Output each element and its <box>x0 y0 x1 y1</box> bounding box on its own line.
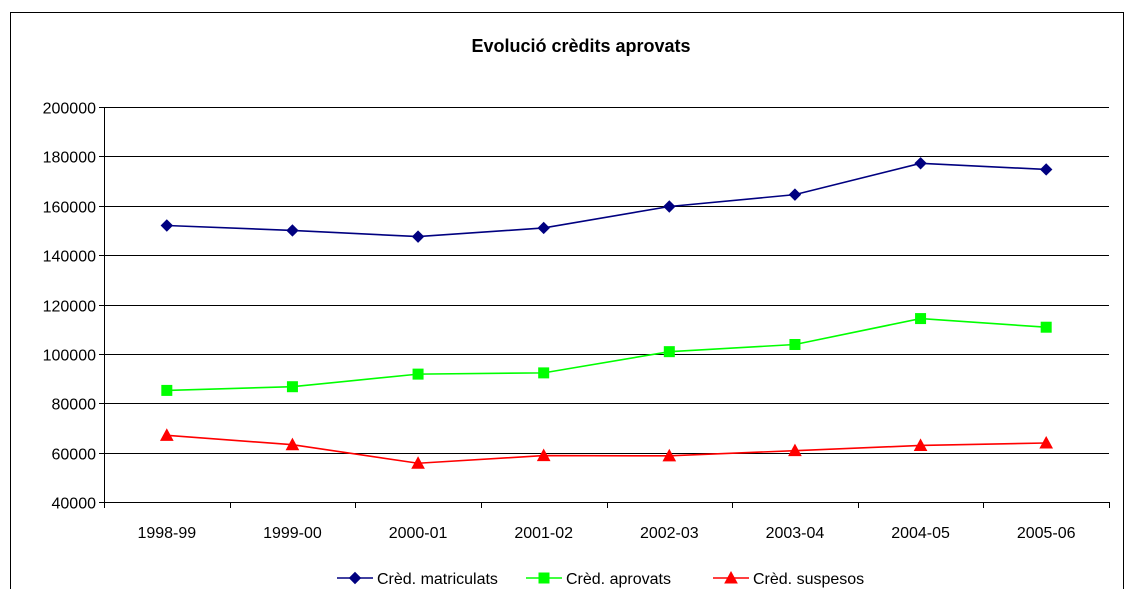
legend-label: Crèd. aprovats <box>566 571 671 588</box>
data-point <box>537 221 550 235</box>
data-point <box>788 443 802 457</box>
data-point <box>663 200 676 213</box>
series-2 <box>161 313 1052 396</box>
x-tick-label: 2002-03 <box>640 525 699 542</box>
y-tick-label: 160000 <box>43 200 96 217</box>
legend-marker <box>724 570 738 584</box>
data-point <box>915 313 927 325</box>
series-3 <box>159 428 1054 469</box>
legend: Crèd. matriculats Crèd. aprovats Crèd. sus… <box>337 570 864 588</box>
series-1 <box>160 157 1053 243</box>
data-point <box>160 219 174 232</box>
data-point <box>1039 435 1054 449</box>
chart-border <box>10 12 1124 589</box>
data-point <box>285 437 300 451</box>
x-tick-label: 2000-01 <box>389 525 448 542</box>
series-line <box>166 162 1047 238</box>
y-tick-label: 60000 <box>52 447 97 464</box>
data-point <box>663 346 675 358</box>
data-point <box>662 448 677 462</box>
data-point <box>411 230 425 243</box>
data-point <box>788 188 802 201</box>
data-point <box>1039 163 1053 176</box>
x-tick-label: 2001-02 <box>514 525 573 542</box>
legend-marker <box>348 571 362 585</box>
x-tick-label: 2005-06 <box>1017 525 1076 542</box>
legend-label: Crèd. matriculats <box>377 571 498 588</box>
data-point <box>1040 321 1052 333</box>
legend-item: Crèd. matriculats <box>337 571 498 588</box>
data-point <box>789 338 801 350</box>
data-point <box>159 428 174 441</box>
legend-label: Crèd. suspesos <box>753 571 864 588</box>
y-tick-label: 120000 <box>43 299 96 316</box>
data-point <box>286 224 299 237</box>
data-point <box>913 438 928 451</box>
data-point <box>538 367 550 379</box>
y-tick-label: 180000 <box>43 150 96 167</box>
data-point <box>411 456 425 469</box>
y-tick-label: 200000 <box>43 101 96 118</box>
data-point <box>412 368 424 380</box>
data-point <box>914 157 927 170</box>
x-tick-label: 1999-00 <box>263 525 322 542</box>
data-point <box>536 448 551 462</box>
x-tick-label: 2004-05 <box>891 525 950 542</box>
axes: 40000 60000 80000 100000 120000 140000 160000 1… <box>43 101 1110 542</box>
series-line <box>166 434 1047 465</box>
legend-marker <box>538 572 550 584</box>
data-point <box>286 381 298 393</box>
series-line <box>166 317 1047 392</box>
chart-title: Evolució crèdits aprovats <box>471 36 690 56</box>
y-tick-label: 100000 <box>43 348 96 365</box>
y-tick-label: 80000 <box>52 397 97 414</box>
x-tick-label: 1998-99 <box>137 525 196 542</box>
y-tick-label: 40000 <box>52 496 97 513</box>
legend-item: Crèd. aprovats <box>526 571 671 588</box>
y-tick-label: 140000 <box>43 249 96 266</box>
x-tick-label: 2003-04 <box>766 525 825 542</box>
data-point <box>161 384 173 396</box>
series-group <box>159 157 1054 469</box>
legend-item: Crèd. suspesos <box>713 570 864 588</box>
